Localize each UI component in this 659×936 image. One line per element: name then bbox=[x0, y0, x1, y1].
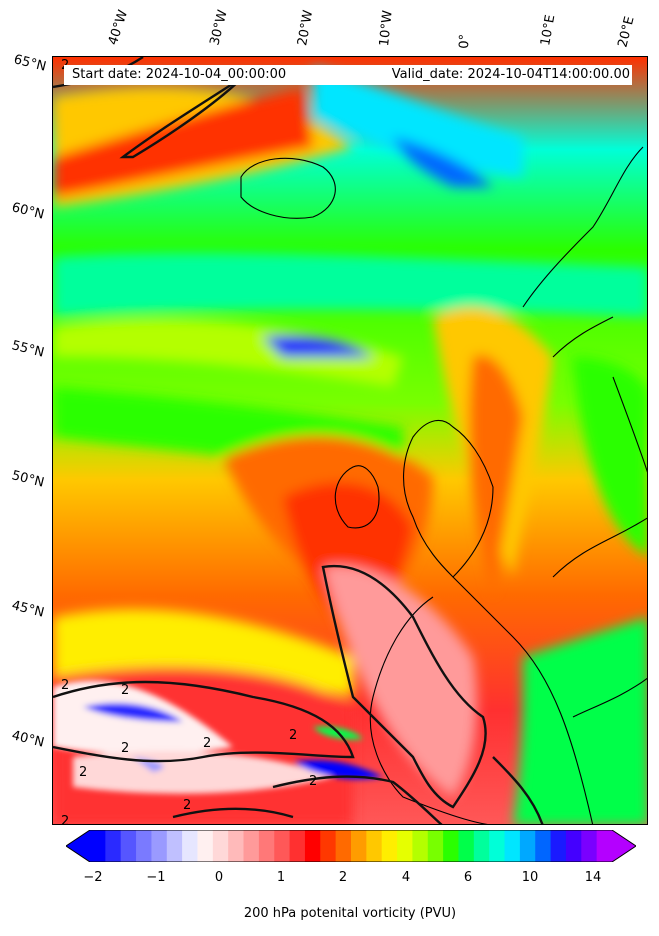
contour-label: 2 bbox=[183, 798, 191, 813]
contour-label: 2 bbox=[121, 741, 129, 756]
colorbar-cell bbox=[136, 830, 152, 862]
valid-date-label: Valid_date: 2024-10-04T14:00:00.00 bbox=[391, 67, 630, 82]
colorbar-cell bbox=[473, 830, 490, 862]
lon-label-30w: 30°W bbox=[207, 8, 231, 47]
start-date-label: Start date: 2024-10-04_00:00:00 bbox=[72, 67, 287, 82]
contour-label: 2 bbox=[121, 683, 129, 698]
colorbar-cell bbox=[258, 830, 275, 862]
colorbar-cell bbox=[366, 830, 383, 862]
colorbar-cell bbox=[397, 830, 413, 862]
colorbar-cell bbox=[166, 830, 183, 862]
lat-label-45n: 45°N bbox=[10, 598, 46, 621]
colorbar-cell bbox=[565, 830, 582, 862]
colorbar-cell bbox=[489, 830, 506, 862]
colorbar-cell bbox=[90, 830, 106, 862]
colorbar-tick: 10 bbox=[521, 870, 539, 885]
colorbar-cell bbox=[304, 830, 321, 862]
colorbar-cell bbox=[427, 830, 444, 862]
colorbar-cell bbox=[274, 830, 291, 862]
colorbar-cell bbox=[443, 830, 459, 862]
contour-label: 2 bbox=[289, 728, 297, 743]
lon-label-10w: 10°W bbox=[377, 9, 396, 48]
contour-label: 2 bbox=[61, 814, 69, 825]
colorbar-tick: 6 bbox=[463, 870, 473, 885]
colorbar-cell bbox=[289, 830, 306, 862]
lon-label-20w: 20°W bbox=[295, 9, 317, 48]
colorbar-cell bbox=[519, 830, 536, 862]
lat-label-50n: 50°N bbox=[10, 468, 46, 491]
colorbar-tick: 2 bbox=[338, 870, 348, 885]
colorbar-extend-max bbox=[612, 830, 636, 862]
colorbar-tick: 14 bbox=[584, 870, 602, 885]
date-info-bar: Start date: 2024-10-04_00:00:00 Valid_da… bbox=[64, 65, 632, 85]
colorbar-tick: −2 bbox=[83, 870, 103, 885]
lon-label-10e: 10°E bbox=[538, 13, 559, 47]
colorbar-cell bbox=[335, 830, 352, 862]
pv-map: 2 2 2 2 2 2 2 2 2 2 bbox=[52, 56, 648, 825]
colorbar-cell bbox=[320, 830, 337, 862]
colorbar-cell bbox=[212, 830, 229, 862]
colorbar-cell bbox=[381, 830, 398, 862]
contour-label: 2 bbox=[79, 765, 87, 780]
colorbar-cell bbox=[197, 830, 214, 862]
colorbar-extend-min bbox=[66, 830, 90, 862]
lat-label-55n: 55°N bbox=[10, 338, 46, 361]
colorbar-label: 200 hPa potenital vorticity (PVU) bbox=[243, 906, 457, 921]
colorbar-cell bbox=[182, 830, 198, 862]
coastlines bbox=[240, 146, 647, 824]
lon-label-20e: 20°E bbox=[615, 15, 638, 49]
colorbar-tick: 0 bbox=[214, 870, 224, 885]
colorbar-cell bbox=[243, 830, 260, 862]
contour-label: 2 bbox=[309, 774, 317, 789]
colorbar-cell bbox=[596, 830, 613, 862]
lon-label-40w: 40°W bbox=[105, 8, 132, 47]
colorbar-cell bbox=[581, 830, 598, 862]
colorbar-cell bbox=[120, 830, 137, 862]
colorbar-cell bbox=[458, 830, 475, 862]
colorbar-cell bbox=[550, 830, 567, 862]
colorbar-cell bbox=[412, 830, 429, 862]
lon-label-0: 0° bbox=[457, 33, 473, 49]
colorbar-cell bbox=[228, 830, 245, 862]
colorbar-cell bbox=[504, 830, 521, 862]
colorbar-cell bbox=[535, 830, 552, 862]
colorbar-cell bbox=[351, 830, 367, 862]
colorbar bbox=[66, 830, 636, 862]
colorbar-tick: −1 bbox=[146, 870, 166, 885]
colorbar-tick: 4 bbox=[401, 870, 411, 885]
lat-label-65n: 65°N bbox=[12, 52, 48, 75]
colorbar-cell bbox=[151, 830, 168, 862]
contour-label: 2 bbox=[203, 736, 211, 751]
contour-label: 2 bbox=[61, 678, 69, 693]
lat-label-40n: 40°N bbox=[10, 728, 46, 751]
colorbar-cell bbox=[105, 830, 122, 862]
colorbar-tick: 1 bbox=[276, 870, 286, 885]
pv-field: 2 2 2 2 2 2 2 2 2 2 bbox=[53, 57, 647, 825]
lat-label-60n: 60°N bbox=[10, 200, 46, 223]
